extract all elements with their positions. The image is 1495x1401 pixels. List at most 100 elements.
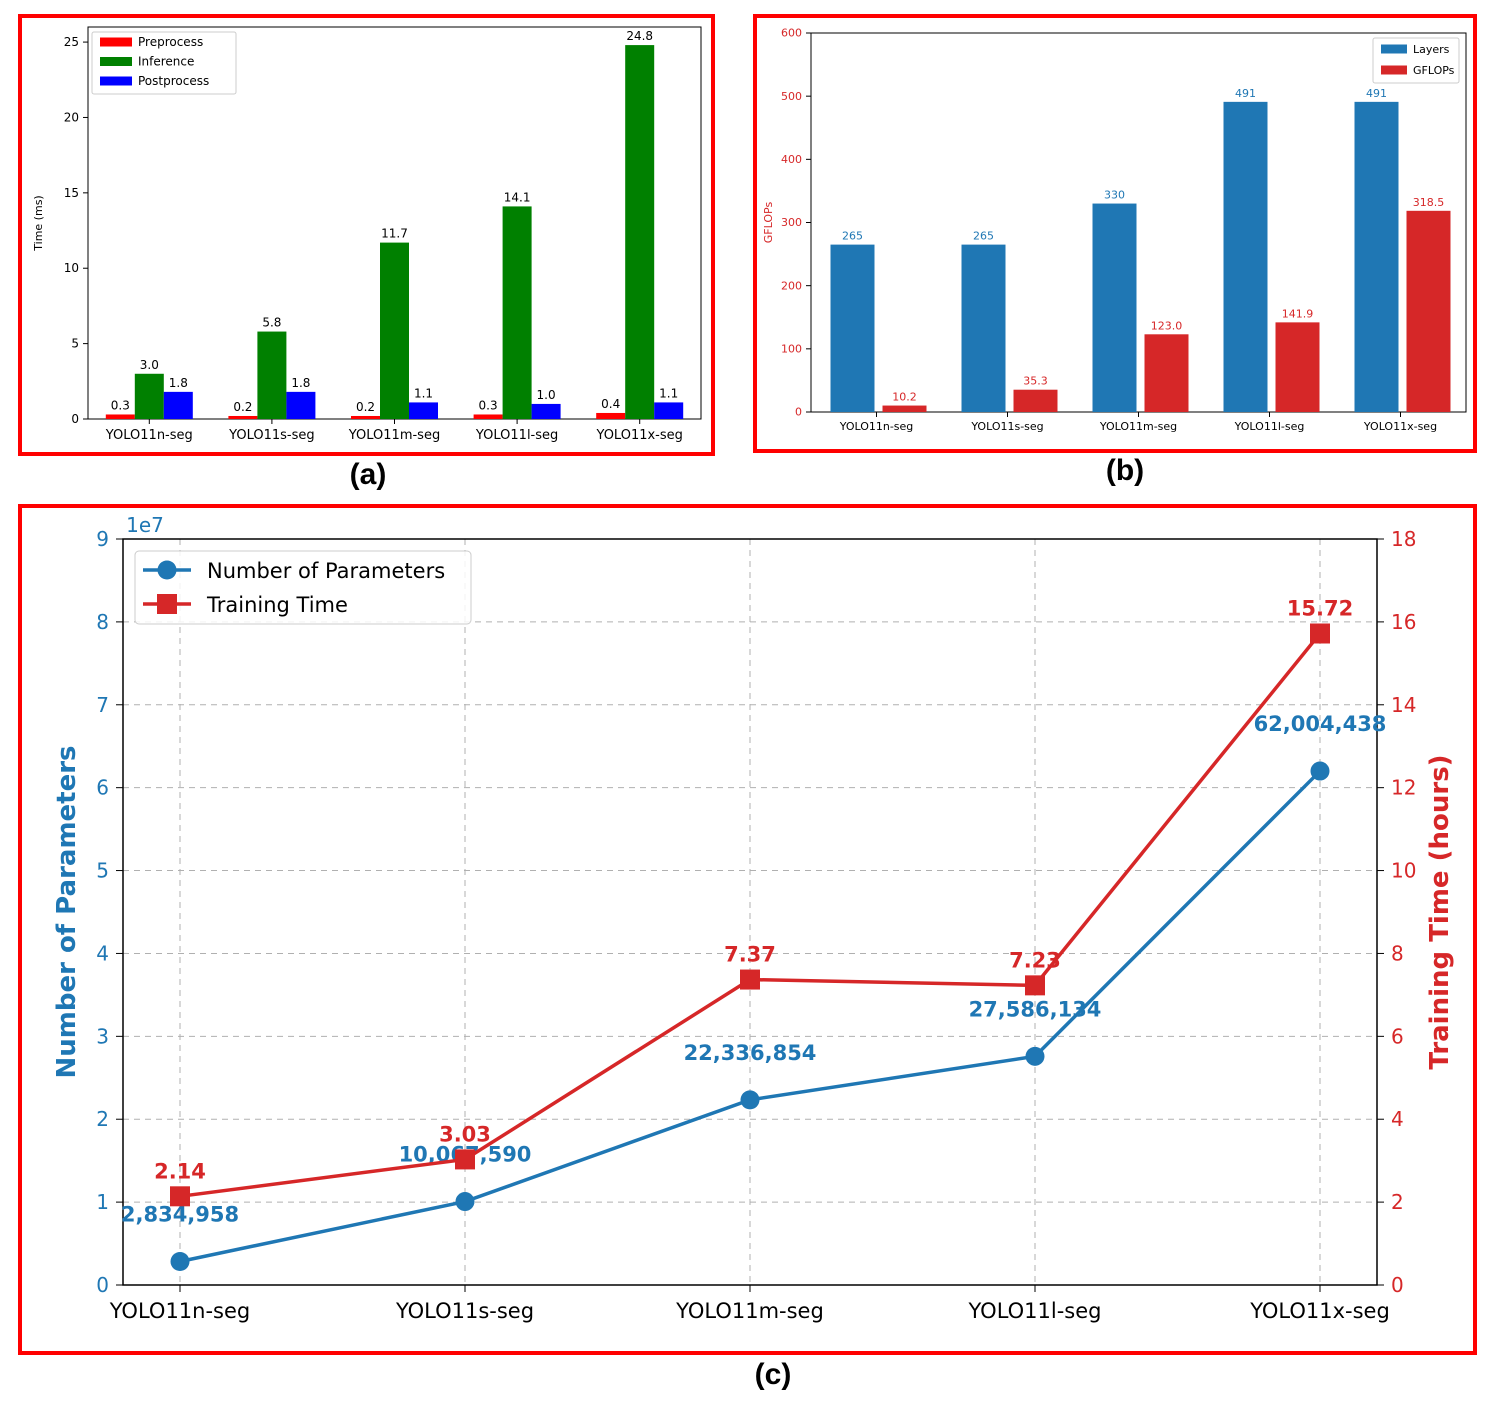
chart-c-left-tick-label: 8 bbox=[96, 610, 109, 634]
chart-c-right-tick-label: 18 bbox=[1391, 527, 1416, 551]
chart-a-legend-label: Inference bbox=[138, 55, 194, 69]
chart-a-bar bbox=[596, 412, 626, 419]
chart-b-data-label: 318.5 bbox=[1413, 196, 1445, 209]
chart-b-category-label: YOLO11l-seg bbox=[1234, 420, 1305, 433]
chart-c-xtick-label: YOLO11x-seg bbox=[1249, 1299, 1390, 1323]
chart-a-data-label: 1.1 bbox=[414, 386, 433, 400]
chart-c-right-tick-label: 10 bbox=[1391, 859, 1416, 883]
chart-b-bar bbox=[1406, 210, 1451, 412]
chart-c-data-label-left: 2,834,958 bbox=[121, 1203, 239, 1227]
chart-b-data-label: 10.2 bbox=[892, 391, 917, 404]
chart-b-data-label: 265 bbox=[973, 230, 994, 243]
chart-a-bar bbox=[163, 391, 193, 419]
chart-a-data-label: 0.2 bbox=[356, 400, 375, 414]
chart-c-left-tick-label: 2 bbox=[96, 1107, 109, 1131]
chart-a-category-label: YOLO11l-seg bbox=[475, 428, 558, 443]
chart-c-point-params bbox=[740, 1090, 760, 1110]
chart-a-bar bbox=[409, 402, 438, 419]
chart-c-data-label-right: 3.03 bbox=[439, 1122, 491, 1146]
chart-c-right-tick-label: 6 bbox=[1391, 1024, 1404, 1048]
chart-c-point-params bbox=[170, 1252, 190, 1272]
chart-a-ytick-label: 20 bbox=[64, 110, 79, 124]
chart-b-data-label: 35.3 bbox=[1023, 375, 1048, 388]
chart-b-ytick-label: 300 bbox=[781, 216, 802, 229]
chart-a-ytick-label: 15 bbox=[64, 186, 79, 200]
chart-c-left-tick-label: 9 bbox=[96, 527, 109, 551]
chart-a-bar bbox=[351, 415, 380, 419]
caption-a: (a) bbox=[349, 458, 387, 491]
chart-a-data-label: 1.0 bbox=[537, 388, 556, 402]
chart-c-right-tick-label: 14 bbox=[1391, 693, 1416, 717]
chart-c-left-tick-label: 0 bbox=[96, 1273, 109, 1297]
chart-c-data-label-right: 15.72 bbox=[1287, 596, 1353, 620]
chart-c-point-time bbox=[1310, 623, 1330, 644]
chart-c-left-multiplier: 1e7 bbox=[126, 513, 164, 537]
chart-a-legend-label: Preprocess bbox=[138, 35, 203, 49]
chart-b-category-label: YOLO11m-seg bbox=[1099, 420, 1177, 433]
chart-c-left-tick-label: 3 bbox=[96, 1024, 109, 1048]
chart-a-data-label: 1.1 bbox=[659, 386, 678, 400]
chart-c-point-time bbox=[740, 969, 760, 990]
chart-c-xtick-label: YOLO11m-seg bbox=[675, 1299, 824, 1323]
chart-c-point-time bbox=[170, 1186, 190, 1207]
chart-a-bar bbox=[257, 331, 287, 419]
chart-b-legend-swatch bbox=[1381, 65, 1407, 75]
chart-c-right-axis-label: Training Time (hours) bbox=[1425, 754, 1455, 1069]
chart-c-left-tick-label: 7 bbox=[96, 693, 109, 717]
chart-b-bar bbox=[1092, 203, 1137, 412]
chart-b-category-label: YOLO11n-seg bbox=[839, 420, 914, 433]
chart-a-legend-label: Postprocess bbox=[138, 74, 209, 88]
chart-b-ytick-label: 100 bbox=[781, 343, 802, 356]
chart-b-legend-label: Layers bbox=[1413, 43, 1450, 56]
chart-b-ytick-label: 500 bbox=[781, 90, 802, 103]
chart-c-right-tick-label: 8 bbox=[1391, 941, 1404, 965]
chart-b-data-label: 141.9 bbox=[1282, 307, 1314, 320]
chart-b-data-label: 123.0 bbox=[1151, 319, 1183, 332]
chart-c-right-tick-label: 0 bbox=[1391, 1273, 1404, 1297]
chart-a-ytick-label: 5 bbox=[71, 337, 79, 351]
chart-c-legend-marker bbox=[157, 594, 177, 614]
chart-c-xtick-label: YOLO11s-seg bbox=[395, 1299, 534, 1323]
chart-b-ylabel: GFLOPs bbox=[762, 202, 775, 244]
chart-c-data-label-right: 7.23 bbox=[1009, 948, 1061, 972]
chart-b-ytick-label: 0 bbox=[795, 406, 802, 419]
chart-a-bar bbox=[531, 403, 561, 419]
chart-a-legend-swatch bbox=[100, 76, 132, 86]
chart-b-bar bbox=[882, 405, 927, 412]
chart-a-ytick-label: 10 bbox=[64, 261, 79, 275]
chart-a-ytick-label: 0 bbox=[71, 412, 79, 426]
chart-a-data-label: 5.8 bbox=[262, 316, 281, 330]
chart-a-ytick-label: 25 bbox=[64, 35, 79, 49]
chart-a-data-label: 0.4 bbox=[601, 397, 620, 411]
chart-a-data-label: 0.3 bbox=[479, 398, 498, 412]
chart-a-ylabel: Time (ms) bbox=[32, 195, 45, 251]
caption-b: (b) bbox=[1105, 454, 1145, 487]
chart-a-category-label: YOLO11s-seg bbox=[228, 428, 315, 443]
chart-c-data-label-left: 62,004,438 bbox=[1254, 712, 1387, 736]
chart-b-bar bbox=[961, 244, 1006, 412]
chart-c-point-params bbox=[1310, 761, 1330, 781]
chart-a-data-label: 0.3 bbox=[111, 398, 130, 412]
chart-a-category-label: YOLO11n-seg bbox=[105, 428, 193, 443]
chart-a-bar bbox=[105, 414, 135, 419]
chart-c-left-tick-label: 1 bbox=[96, 1190, 109, 1214]
chart-a-bar bbox=[502, 206, 532, 419]
chart-c-right-tick-label: 16 bbox=[1391, 610, 1416, 634]
chart-b-bar bbox=[830, 244, 875, 412]
chart-b-data-label: 491 bbox=[1366, 87, 1387, 100]
chart-b-ytick-label: 600 bbox=[781, 27, 802, 40]
chart-b-ytick-label: 400 bbox=[781, 153, 802, 166]
chart-a-bar bbox=[228, 415, 258, 419]
chart-c-data-label-right: 7.37 bbox=[724, 943, 776, 967]
chart-a-data-label: 0.2 bbox=[233, 400, 252, 414]
chart-a-data-label: 1.8 bbox=[291, 376, 310, 390]
chart-c-legend-marker bbox=[157, 560, 177, 580]
chart-c-point-time bbox=[455, 1149, 475, 1170]
chart-a-category-label: YOLO11x-seg bbox=[595, 428, 682, 443]
chart-a-data-label: 24.8 bbox=[626, 29, 653, 43]
chart-c-right-tick-label: 4 bbox=[1391, 1107, 1404, 1131]
chart-c-legend-label: Number of Parameters bbox=[207, 559, 445, 583]
chart-a-legend-swatch bbox=[100, 37, 132, 47]
chart-c-left-tick-label: 6 bbox=[96, 776, 109, 800]
